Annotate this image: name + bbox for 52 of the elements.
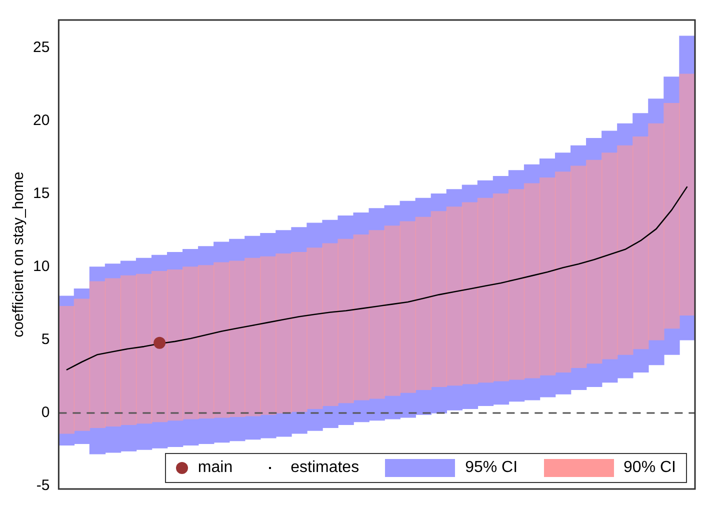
- bar: [554, 172, 572, 372]
- bar: [462, 202, 478, 384]
- y-tick-label: 15: [32, 185, 50, 202]
- y-tick-label: 20: [32, 112, 50, 129]
- bar: [446, 206, 463, 386]
- bar: [570, 166, 587, 368]
- y-tick-label: 10: [32, 258, 50, 276]
- bar: [182, 266, 199, 420]
- bar: [477, 198, 494, 383]
- bar: [400, 221, 416, 393]
- bar: [151, 270, 168, 422]
- bar: [104, 278, 122, 427]
- bar: [291, 252, 308, 412]
- bar: [508, 189, 525, 380]
- bar: [539, 177, 556, 376]
- y-tick-label: 5: [41, 331, 50, 348]
- bar: [524, 183, 540, 378]
- bar: [648, 123, 664, 340]
- bar: [74, 298, 90, 431]
- legend-label: main: [198, 459, 233, 477]
- bar: [617, 145, 634, 355]
- bar: [492, 194, 510, 382]
- y-tick-label: 25: [32, 38, 50, 56]
- bar: [632, 136, 649, 350]
- y-tick-label: 0: [41, 404, 50, 422]
- bar: [260, 256, 276, 415]
- bar: [430, 211, 448, 388]
- bar: [415, 216, 432, 390]
- bar: [368, 230, 385, 399]
- legend-label: estimates: [290, 459, 360, 477]
- bar: [136, 274, 152, 424]
- bar: [322, 243, 338, 406]
- y-axis-title: coefficient on stay_home: [10, 172, 28, 338]
- bar: [166, 270, 184, 421]
- legend-label: 95% CI: [465, 459, 518, 477]
- bar: [586, 160, 602, 364]
- bar: [120, 275, 137, 426]
- bar: [664, 102, 680, 329]
- bar: [679, 74, 695, 316]
- bar: [306, 248, 323, 409]
- bar: [276, 253, 292, 414]
- bar: [384, 226, 400, 396]
- bar: [229, 260, 246, 418]
- bar: [198, 265, 214, 418]
- y-tick-label: -5: [36, 477, 50, 494]
- bar: [89, 281, 106, 428]
- bar: [338, 238, 354, 404]
- legend-label: 90% CI: [624, 459, 676, 477]
- bar: [214, 262, 230, 418]
- bar: [244, 258, 261, 416]
- bar: [602, 152, 618, 360]
- bar: [353, 234, 370, 400]
